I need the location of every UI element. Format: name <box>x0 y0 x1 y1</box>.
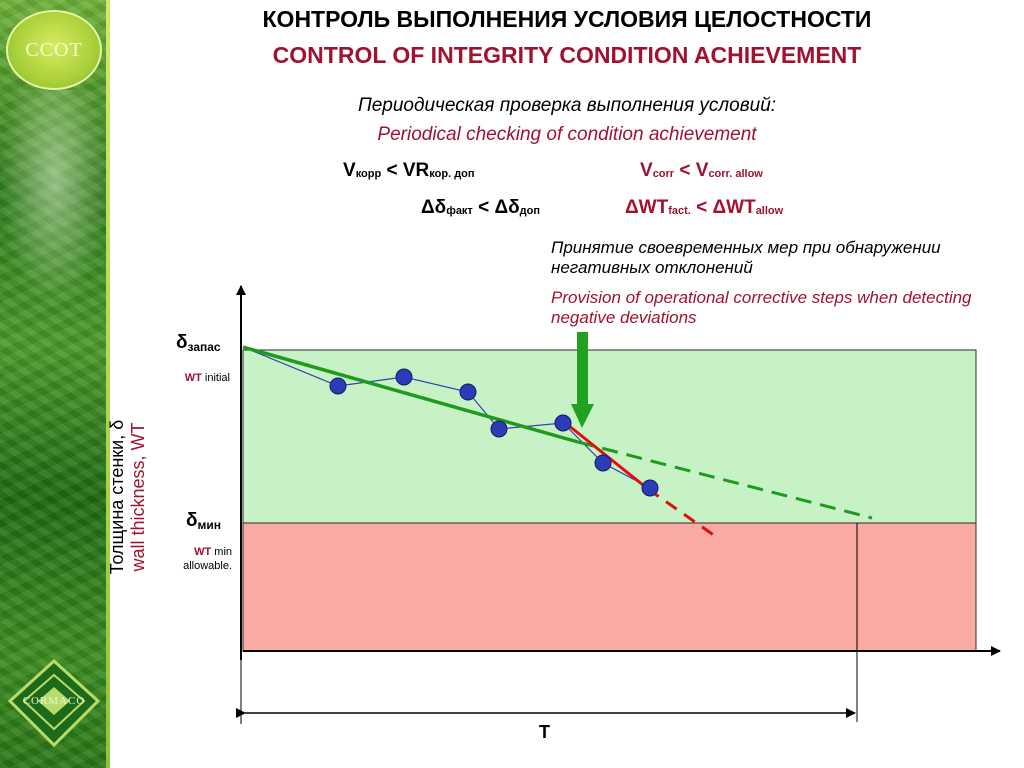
measurement-point <box>329 377 347 395</box>
note-english: Provision of operational corrective step… <box>551 288 972 327</box>
safe-zone <box>242 349 977 524</box>
note-russian: Принятие своевременных мер при обнаружен… <box>551 238 941 277</box>
logo-bottom-text: CORMACO <box>22 695 86 707</box>
formula-velocity-russian: Vкорр < VRкор. доп <box>343 160 475 181</box>
formula-thickness-english: ΔWTfact. < ΔWTallow <box>625 197 784 218</box>
y-axis-label-russian: Толщина стенки, δ <box>107 419 127 575</box>
measurement-point <box>554 414 572 432</box>
time-period-label: T <box>539 722 550 742</box>
action-arrow-head <box>571 404 594 428</box>
measurement-point <box>490 420 508 438</box>
diamond-logo-icon <box>7 658 101 748</box>
title-english: CONTROL OF INTEGRITY CONDITION ACHIEVEME… <box>272 42 862 68</box>
deviation-line-dashed <box>647 487 716 538</box>
sidebar-haze <box>0 90 110 310</box>
danger-zone <box>242 522 977 652</box>
action-arrow-shaft <box>577 332 588 404</box>
formula-velocity-english: Vcorr < Vcorr. allow <box>640 160 763 181</box>
title-russian: КОНТРОЛЬ ВЫПОЛНЕНИЯ УСЛОВИЯ ЦЕЛОСТНОСТИ <box>262 6 872 32</box>
decorative-sidebar: CCOT CORMACO <box>0 0 110 768</box>
trend-line-solid <box>242 345 579 444</box>
measurement-point <box>395 368 413 386</box>
label-wt-min-allowable: WT min allowable. <box>183 546 232 572</box>
trend-line-dashed <box>577 440 873 520</box>
subtitle-russian: Периодическая проверка выполнения услови… <box>357 95 777 116</box>
company-logo-top: CCOT <box>6 10 102 90</box>
label-wt-initial: WT initial <box>184 372 230 384</box>
y-axis-label-english: wall thickness, WT <box>128 422 148 572</box>
measurement-point <box>459 383 477 401</box>
label-delta-min: δмин <box>186 510 222 532</box>
measurement-point <box>641 479 659 497</box>
sidebar-edge <box>106 0 110 768</box>
company-logo-bottom: CORMACO <box>4 655 104 755</box>
y-axis-label: Толщина стенки, δ wall thickness, WT <box>107 420 148 574</box>
subtitle-english: Periodical checking of condition achieve… <box>377 124 757 145</box>
measurement-point <box>594 454 612 472</box>
formula-thickness-russian: Δδфакт < Δδдоп <box>421 197 541 218</box>
label-delta-reserve: δзапас <box>176 332 221 354</box>
logo-top-text: CCOT <box>25 38 83 61</box>
measurement-polyline <box>242 346 651 489</box>
